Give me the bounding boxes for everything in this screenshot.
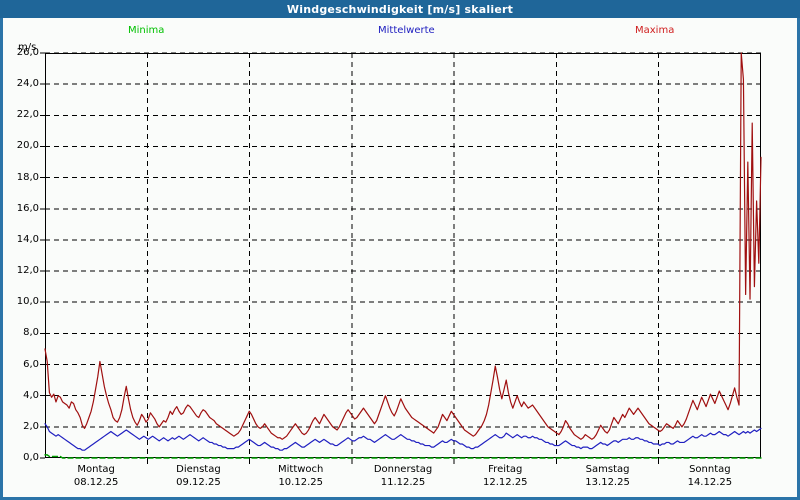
legend-item-mittelwerte: Mittelwerte [378,25,435,36]
legend-item-minima: Minima [128,25,164,36]
x-tick-weekday: Montag [77,464,115,475]
y-axis-unit-label: m/s [18,42,37,53]
x-tick-label: Sonntag 14.12.25 [662,464,758,488]
series-line-minima [44,454,762,459]
x-tick-date: 13.12.25 [585,477,630,488]
x-tick-weekday: Samstag [585,464,630,475]
x-tick-label: Mittwoch 10.12.25 [253,464,349,488]
x-tick-weekday: Freitag [488,464,523,475]
x-tick-date: 14.12.25 [687,477,733,488]
x-tick-weekday: Sonntag [689,464,731,475]
y-tick-label: 16,0 [16,202,39,214]
plot-area [45,53,761,458]
x-tick-label: Dienstag 09.12.25 [150,464,246,488]
y-tick-label: 14,0 [16,233,39,245]
x-tick-date: 10.12.25 [278,477,323,488]
y-tick-label: 6,0 [23,358,39,370]
chart-canvas [40,52,762,464]
y-tick-label: 24,0 [16,78,39,90]
x-tick-label: Donnerstag 11.12.25 [355,464,451,488]
x-tick-date: 08.12.25 [73,477,119,488]
y-tick-label: 2,0 [23,420,39,432]
legend-item-maxima: Maxima [635,25,674,36]
x-tick-date: 11.12.25 [380,477,426,488]
window-titlebar: Windgeschwindigkeit [m/s] skaliert [0,0,800,18]
window-title: Windgeschwindigkeit [m/s] skaliert [286,2,514,16]
y-tick-label: 10,0 [16,296,39,308]
x-tick-weekday: Mittwoch [278,464,324,475]
y-tick-label: 8,0 [23,327,39,339]
series-line-maxima [44,52,762,440]
x-tick-weekday: Dienstag [176,464,221,475]
y-tick-label: 0,0 [23,452,39,463]
series-line-mittelwerte [44,423,762,451]
y-tick-label: 22,0 [16,109,39,121]
x-tick-label: Freitag 12.12.25 [457,464,553,488]
legend-label-minima: Minima [128,25,165,36]
x-tick-label: Samstag 13.12.25 [560,464,656,488]
y-tick-label: 12,0 [16,265,39,277]
y-tick-label: 26,0 [16,47,39,58]
y-tick-label: 4,0 [23,389,39,401]
x-tick-label: Montag 08.12.25 [48,464,144,488]
legend-label-maxima: Maxima [635,25,675,36]
legend-label-mittelwerte: Mittelwerte [378,25,435,36]
y-tick-label: 20,0 [16,140,39,152]
x-tick-date: 09.12.25 [176,477,221,488]
x-tick-weekday: Donnerstag [373,464,433,475]
x-tick-date: 12.12.25 [483,477,528,488]
y-tick-label: 18,0 [16,171,39,183]
